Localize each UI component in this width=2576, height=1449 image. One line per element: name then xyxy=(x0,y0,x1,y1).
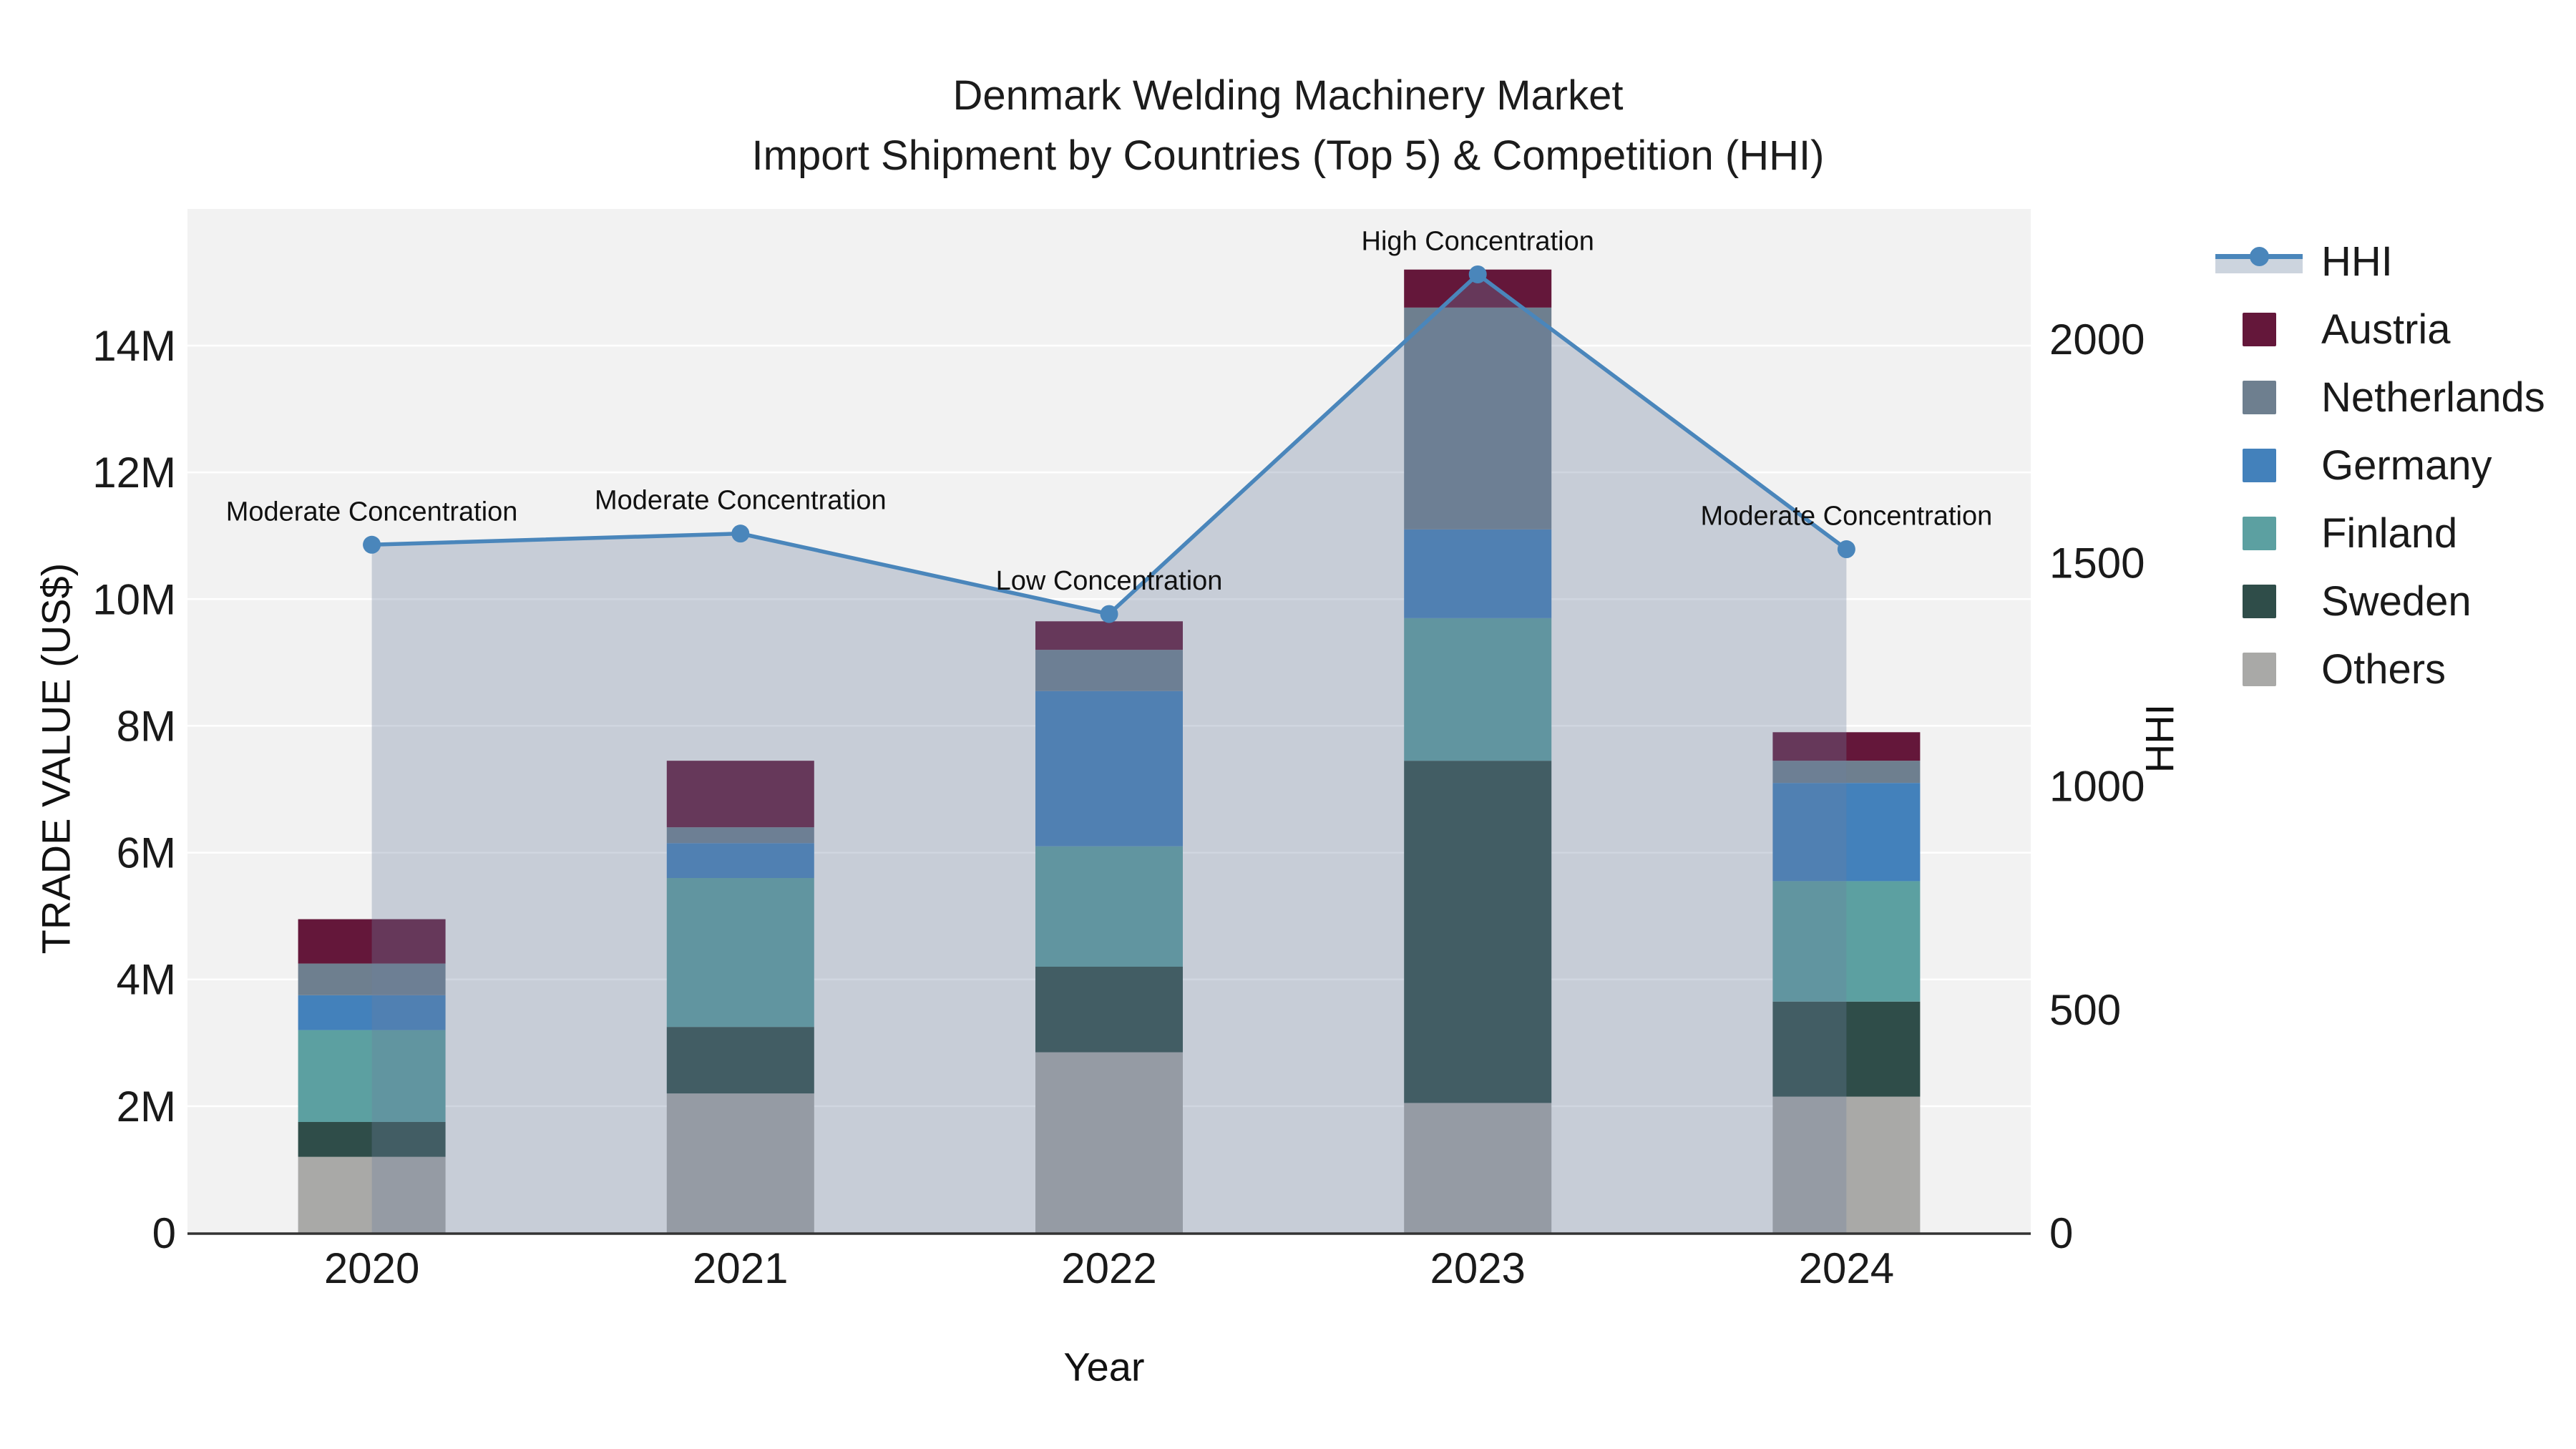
legend-label: Austria xyxy=(2321,306,2451,353)
bar-segment-austria-2020 xyxy=(298,919,446,964)
legend-label: Finland xyxy=(2321,510,2458,557)
bar-segment-others-2022 xyxy=(1035,1052,1183,1233)
y-right-tick-500: 500 xyxy=(2049,986,2121,1034)
bar-segment-others-2024 xyxy=(1772,1096,1921,1233)
bar-segment-netherlands-2022 xyxy=(1035,650,1183,691)
y-left-tick-2M: 2M xyxy=(117,1083,176,1131)
hhi-marker-2022 xyxy=(1100,605,1118,623)
bar-segment-finland-2020 xyxy=(298,1030,446,1122)
legend-entry-austria: Austria xyxy=(2215,296,2545,364)
bar-segment-netherlands-2024 xyxy=(1772,761,1921,784)
bar-segment-germany-2022 xyxy=(1035,691,1183,847)
x-tick-2021: 2021 xyxy=(693,1244,788,1292)
hhi-marker-2024 xyxy=(1837,540,1855,559)
legend-entry-others: Others xyxy=(2215,635,2545,703)
hhi-area-fill xyxy=(371,274,1847,1233)
x-tick-2020: 2020 xyxy=(324,1244,419,1292)
x-axis-title: Year xyxy=(1063,1344,1145,1390)
bar-segment-germany-2020 xyxy=(298,995,446,1030)
legend-swatch-icon xyxy=(2215,444,2303,487)
x-tick-2023: 2023 xyxy=(1430,1244,1525,1292)
x-tick-2022: 2022 xyxy=(1061,1244,1156,1292)
y-left-tick-10M: 10M xyxy=(92,575,176,623)
annotation-2024: Moderate Concentration xyxy=(1701,502,1993,532)
bar-segment-germany-2024 xyxy=(1772,783,1921,882)
legend-line-icon xyxy=(2215,240,2303,283)
legend-label: Others xyxy=(2321,646,2446,693)
bar-segment-others-2020 xyxy=(298,1156,446,1233)
y-left-tick-6M: 6M xyxy=(117,829,176,877)
bar-segment-netherlands-2021 xyxy=(666,827,814,844)
bar-segment-germany-2021 xyxy=(666,843,814,878)
x-tick-2024: 2024 xyxy=(1799,1244,1894,1292)
bar-segment-sweden-2024 xyxy=(1772,1001,1921,1097)
legend-label: Sweden xyxy=(2321,578,2472,625)
bar-segment-sweden-2020 xyxy=(298,1122,446,1157)
y-left-tick-4M: 4M xyxy=(117,956,176,1004)
bar-segment-netherlands-2023 xyxy=(1404,307,1552,530)
bar-segment-austria-2021 xyxy=(666,761,814,828)
hhi-marker-2023 xyxy=(1468,265,1487,283)
legend-entry-hhi: HHI xyxy=(2215,228,2545,296)
chart-title-line1: Denmark Welding Machinery Market xyxy=(952,72,1624,119)
annotation-2021: Moderate Concentration xyxy=(595,486,887,516)
hhi-marker-2021 xyxy=(731,525,750,543)
y-right-tick-2000: 2000 xyxy=(2049,316,2145,364)
bar-segment-finland-2024 xyxy=(1772,881,1921,1002)
y-right-tick-1000: 1000 xyxy=(2049,763,2145,811)
y-right-tick-1500: 1500 xyxy=(2049,539,2145,587)
bar-segment-others-2021 xyxy=(666,1093,814,1233)
bar-segment-finland-2021 xyxy=(666,878,814,1028)
annotation-2020: Moderate Concentration xyxy=(226,497,518,527)
legend-entry-germany: Germany xyxy=(2215,431,2545,499)
bar-segment-sweden-2023 xyxy=(1404,761,1552,1103)
legend-label: Netherlands xyxy=(2321,374,2545,421)
y-left-axis-title: TRADE VALUE (US$) xyxy=(33,562,79,955)
bar-segment-others-2023 xyxy=(1404,1103,1552,1233)
bar-segment-germany-2023 xyxy=(1404,529,1552,618)
legend-swatch-icon xyxy=(2215,580,2303,623)
legend-entry-finland: Finland xyxy=(2215,499,2545,567)
y-left-tick-14M: 14M xyxy=(92,322,176,370)
legend-entry-netherlands: Netherlands xyxy=(2215,364,2545,431)
chart-title-line2: Import Shipment by Countries (Top 5) & C… xyxy=(751,132,1825,179)
legend-swatch-icon xyxy=(2215,512,2303,555)
bar-segment-finland-2022 xyxy=(1035,846,1183,967)
y-left-tick-8M: 8M xyxy=(117,702,176,750)
bar-segment-sweden-2021 xyxy=(666,1027,814,1094)
annotation-2023: High Concentration xyxy=(1362,226,1594,256)
annotation-2022: Low Concentration xyxy=(996,566,1223,596)
hhi-marker-2020 xyxy=(363,535,381,554)
bar-segment-austria-2024 xyxy=(1772,732,1921,761)
bar-segment-netherlands-2020 xyxy=(298,963,446,995)
bar-segment-finland-2023 xyxy=(1404,618,1552,761)
bar-segment-austria-2022 xyxy=(1035,621,1183,650)
y-left-tick-0: 0 xyxy=(152,1209,176,1257)
legend-swatch-icon xyxy=(2215,648,2303,691)
bar-segment-sweden-2022 xyxy=(1035,967,1183,1053)
legend-label: HHI xyxy=(2321,238,2393,285)
y-left-tick-12M: 12M xyxy=(92,449,176,497)
legend: HHI Austria Netherlands Germany Finland Swede… xyxy=(2215,228,2545,703)
legend-swatch-icon xyxy=(2215,376,2303,419)
legend-swatch-icon xyxy=(2215,308,2303,351)
y-right-axis-title: HHI xyxy=(2137,703,2182,774)
legend-entry-sweden: Sweden xyxy=(2215,567,2545,635)
legend-label: Germany xyxy=(2321,442,2492,489)
y-right-tick-0: 0 xyxy=(2049,1209,2073,1257)
